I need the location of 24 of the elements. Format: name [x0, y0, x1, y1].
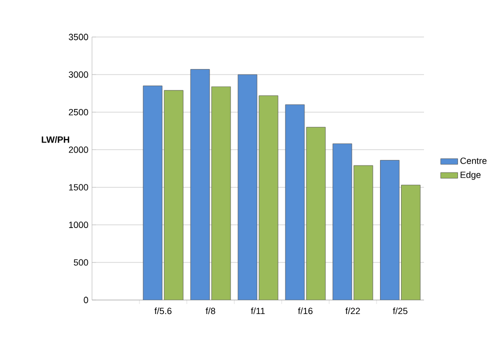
- x-tick-label: f/22: [345, 308, 360, 314]
- bar: [190, 69, 210, 300]
- bar: [380, 160, 400, 300]
- x-tick-label: f/5.6: [154, 308, 172, 314]
- bar: [285, 104, 305, 300]
- bar: [401, 184, 420, 300]
- y-axis-title: LW/PH: [42, 136, 70, 143]
- y-tick-label: 3000: [68, 71, 88, 78]
- x-tick-label: f/11: [250, 308, 265, 314]
- bar: [142, 86, 162, 300]
- y-tick-label: 2500: [68, 108, 88, 116]
- x-tick-label: f/16: [298, 308, 313, 314]
- y-tick-label: 0: [84, 296, 88, 304]
- bar: [332, 144, 352, 300]
- x-tick-label: f/8: [206, 308, 216, 314]
- y-tick-label: 2000: [68, 146, 88, 153]
- y-tick-label: 1000: [69, 222, 88, 228]
- y-tick-label: 1500: [69, 184, 88, 190]
- legend-label: Edge: [460, 171, 481, 180]
- bar: [238, 74, 258, 300]
- x-tick-label: f/25: [392, 308, 408, 314]
- legend-label: Centre: [460, 158, 487, 164]
- y-tick-label: 500: [74, 259, 88, 266]
- y-tick-label: 3500: [68, 34, 88, 40]
